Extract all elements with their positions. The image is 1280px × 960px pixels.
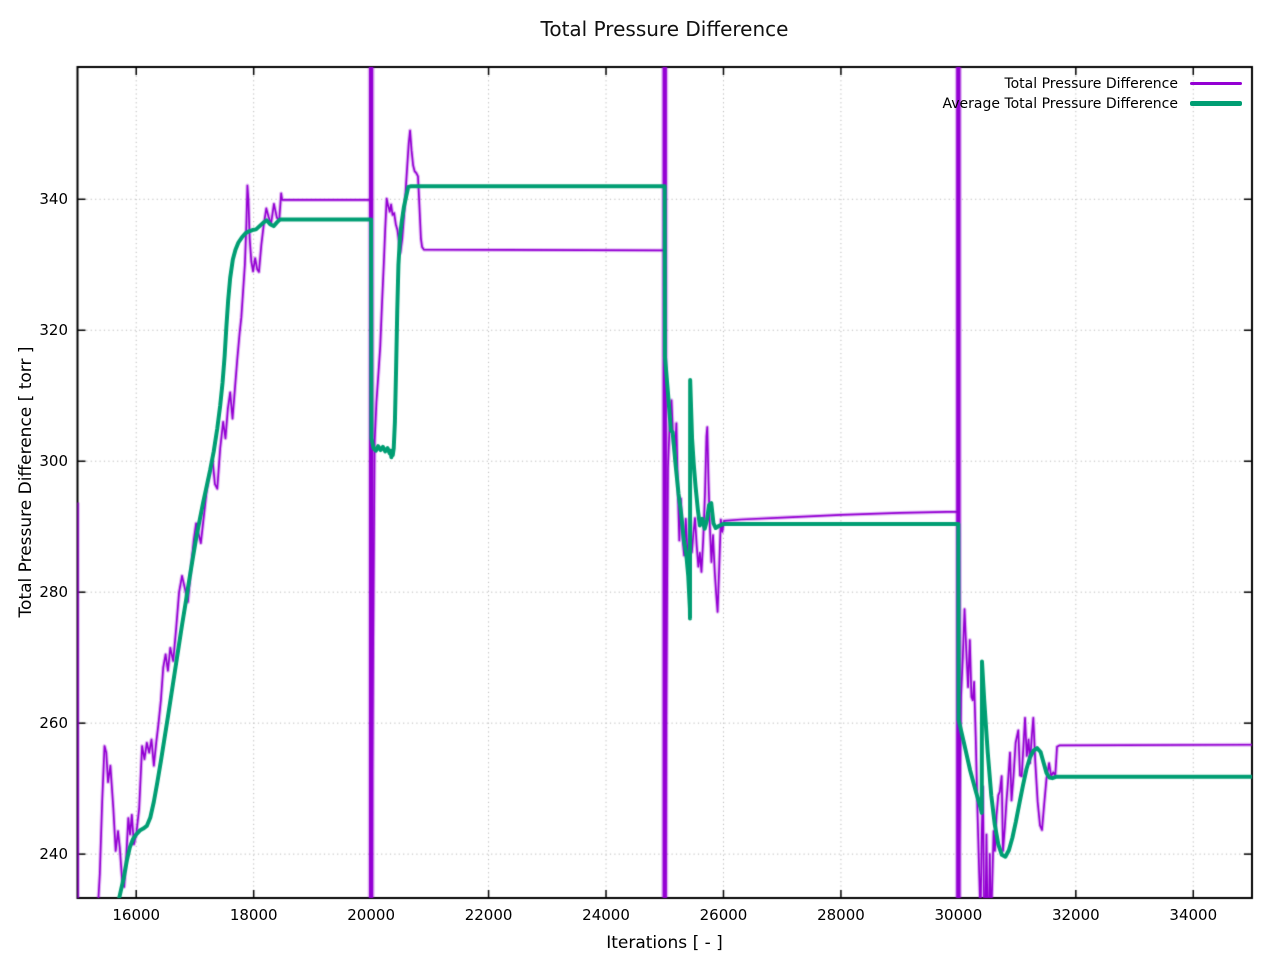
chart-title: Total Pressure Difference: [540, 17, 789, 41]
legend-label: Average Total Pressure Difference: [942, 95, 1179, 112]
x-tick-label-26000: 26000: [699, 906, 748, 924]
y-tick-label-280: 280: [39, 583, 68, 602]
y-axis-label: Total Pressure Difference [ torr ]: [16, 346, 36, 618]
y-tick-label-240: 240: [39, 845, 68, 864]
x-tick-label-16000: 16000: [112, 906, 161, 924]
x-tick-label-22000: 22000: [464, 906, 513, 924]
y-tick-label-320: 320: [39, 321, 68, 340]
x-tick-label-20000: 20000: [347, 906, 395, 924]
x-tick-label-18000: 18000: [229, 906, 278, 924]
y-tick-label-260: 260: [39, 714, 68, 733]
legend-line-sample-green: [1190, 101, 1242, 106]
x-tick-label-32000: 32000: [1051, 906, 1100, 924]
legend-entry-average-total-pressure-difference: Average Total Pressure Difference: [942, 94, 1242, 113]
x-axis-label: Iterations [ - ]: [606, 933, 723, 953]
x-tick-label-34000: 34000: [1169, 906, 1218, 924]
x-tick-label-28000: 28000: [817, 906, 865, 924]
x-tick-label-30000: 30000: [934, 906, 983, 924]
legend: Total Pressure Difference Average Total …: [942, 74, 1242, 113]
y-tick-label-300: 300: [39, 452, 68, 471]
legend-line-sample-purple: [1190, 82, 1242, 85]
y-tick-label-340: 340: [39, 190, 68, 209]
x-tick-label-24000: 24000: [582, 906, 630, 924]
legend-entry-total-pressure-difference: Total Pressure Difference: [943, 74, 1242, 93]
legend-label: Total Pressure Difference: [1004, 75, 1178, 92]
